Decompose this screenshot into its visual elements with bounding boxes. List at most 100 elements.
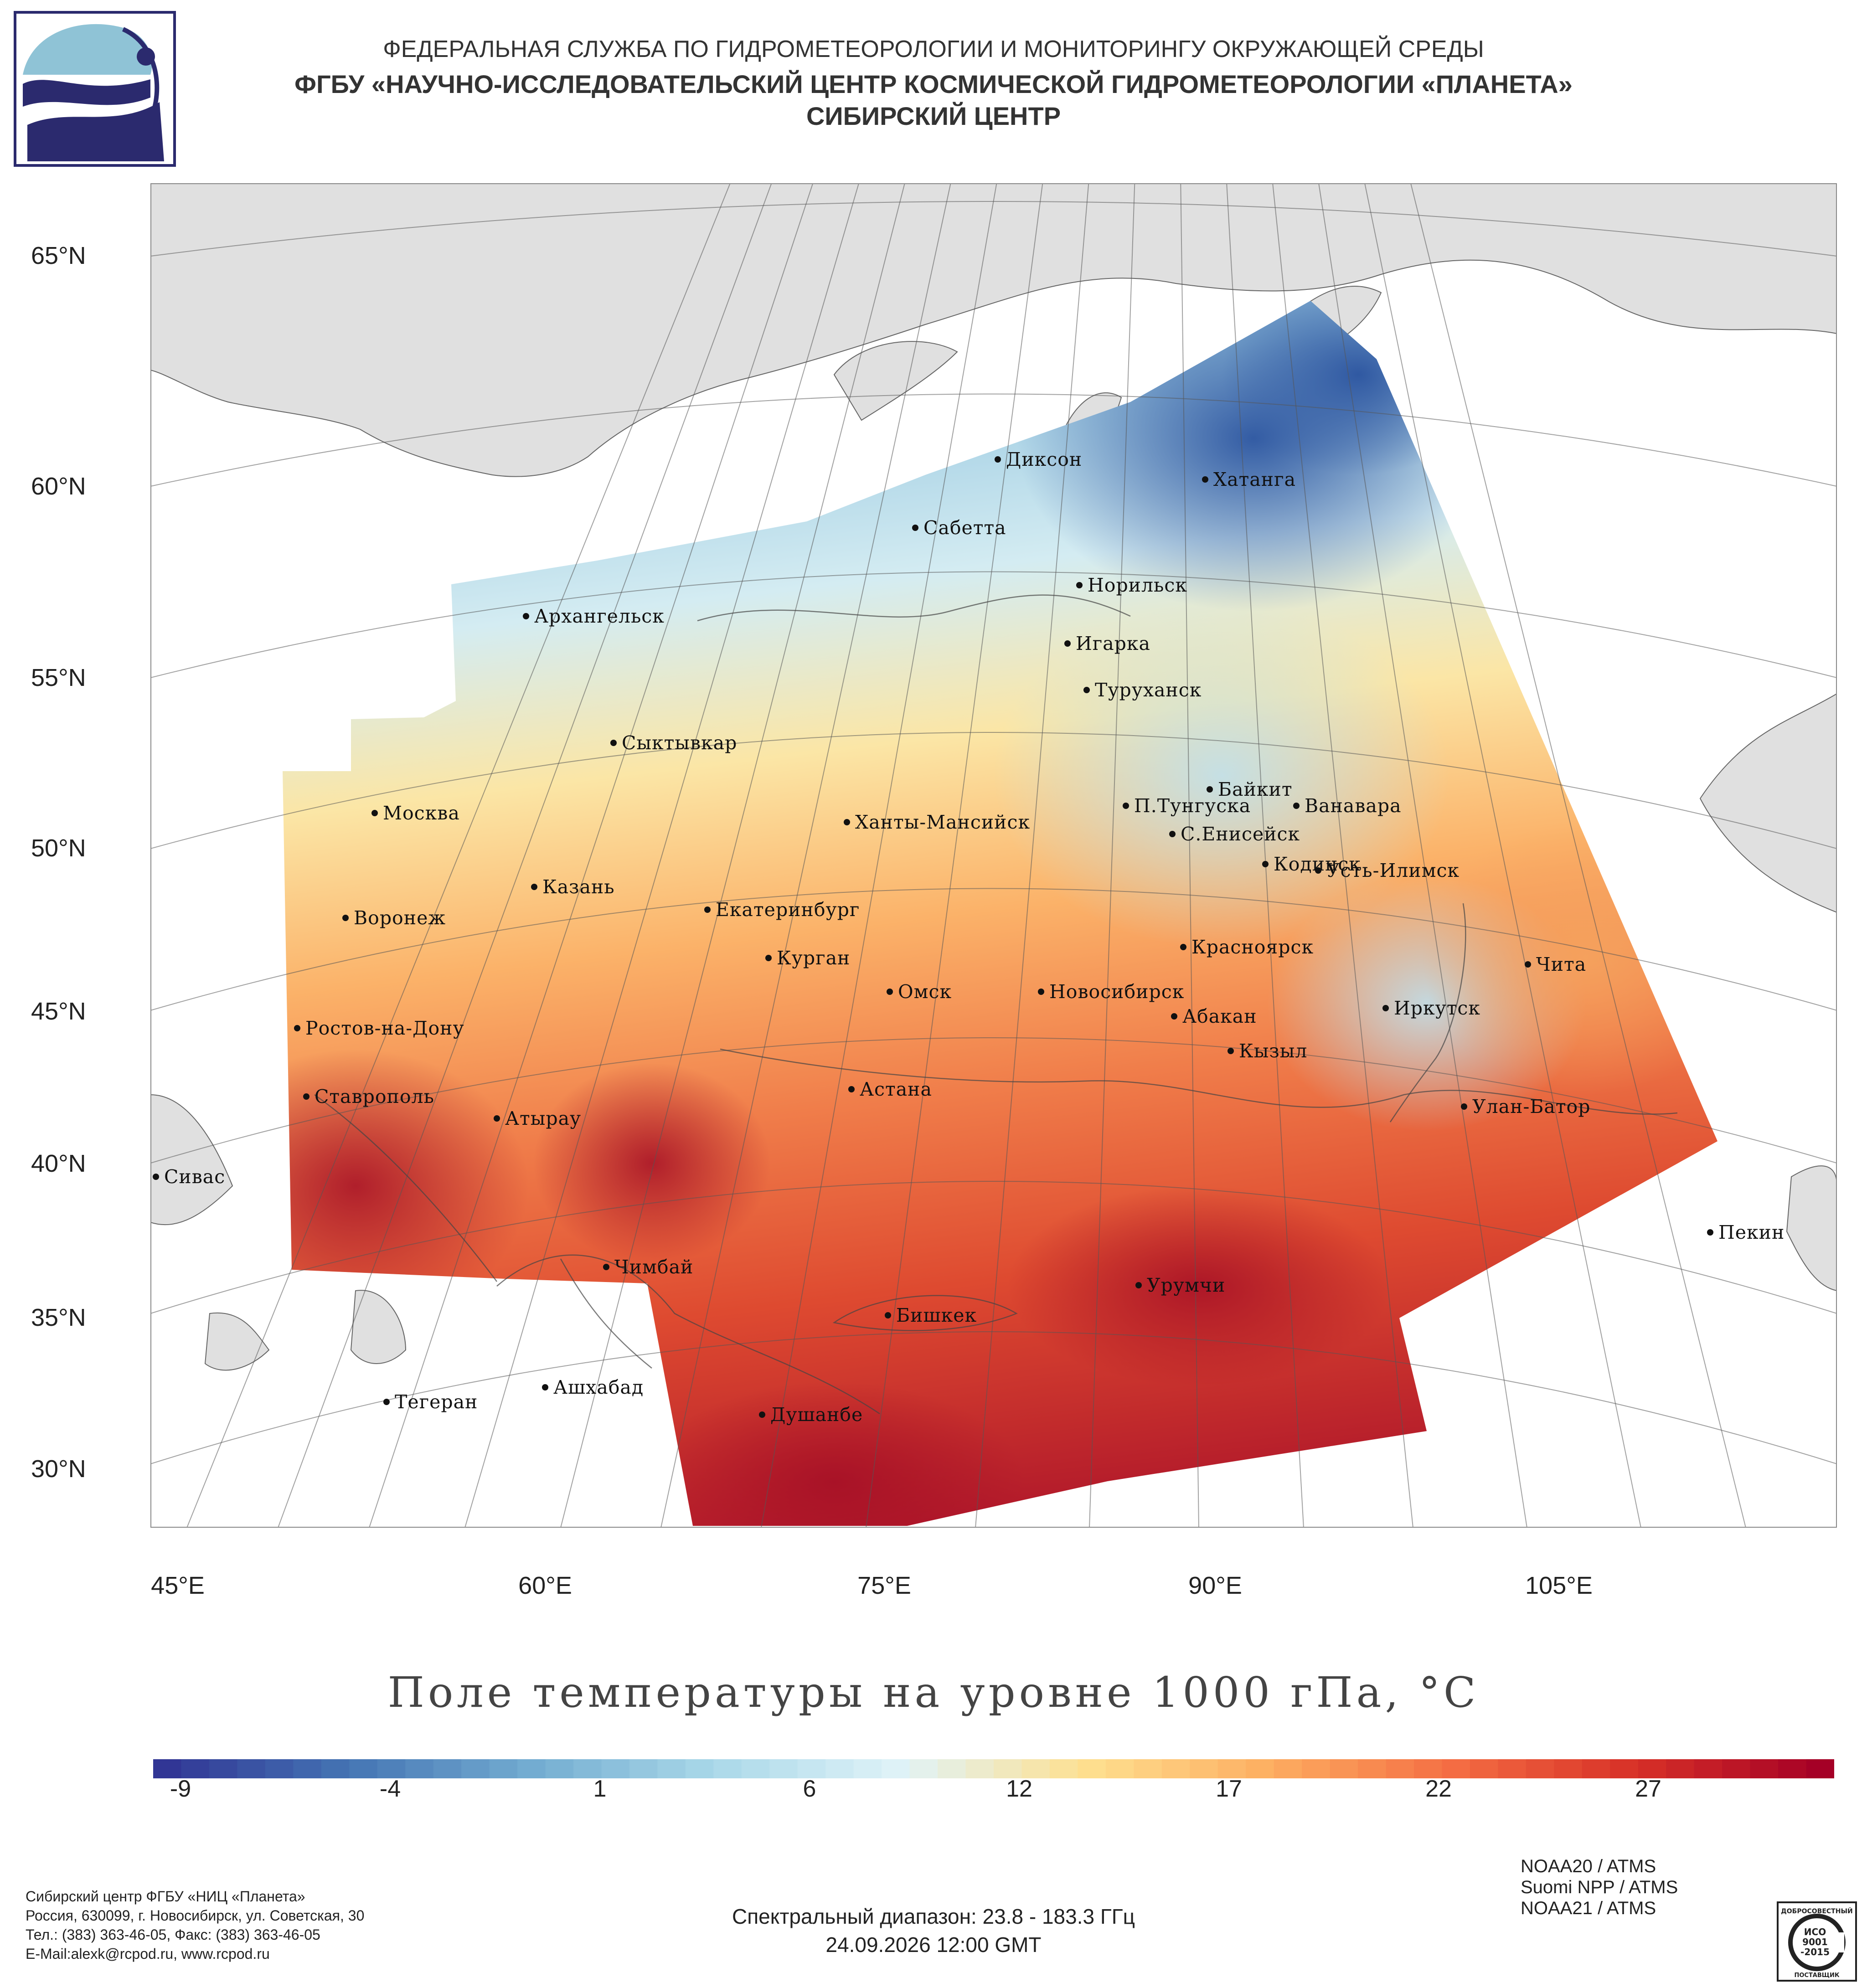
iso-badge-mid1: ИСО	[1804, 1926, 1826, 1937]
city-marker: Норильск	[1076, 574, 1187, 596]
city-dot	[1461, 1103, 1467, 1110]
colorbar-segment	[965, 1759, 994, 1778]
city-label: Сивас	[164, 1166, 225, 1188]
colorbar-tick-6: 6	[803, 1776, 816, 1802]
city-marker: Сыктывкар	[610, 732, 737, 754]
city-dot	[1076, 582, 1083, 588]
city-label: Душанбе	[770, 1404, 863, 1426]
city-label: Екатеринбург	[716, 899, 860, 921]
spectral-range: Спектральный диапазон: 23.8 - 183.3 ГГц	[732, 1905, 1135, 1928]
borders	[314, 594, 1678, 1415]
colorbar-segment	[573, 1759, 602, 1778]
city-label: Норильск	[1088, 574, 1187, 596]
city-dot	[1038, 989, 1044, 995]
colorbar-segment	[994, 1759, 1022, 1778]
org-contacts: Сибирский центр ФГБУ «НИЦ «Планета» Росс…	[26, 1887, 364, 1963]
iso-badge-mid2: 9001	[1802, 1936, 1828, 1947]
city-marker: Новосибирск	[1038, 981, 1184, 1003]
colorbar-segment	[1750, 1759, 1779, 1778]
city-label: Ставрополь	[315, 1086, 434, 1107]
satellite-item: NOAA21 / ATMS	[1521, 1898, 1656, 1918]
org-email: E-Mail:alexk@rcpod.ru, www.rcpod.ru	[26, 1946, 270, 1962]
lon-label-105: 105°E	[1525, 1572, 1593, 1599]
city-dot	[887, 989, 893, 995]
colorbar-segment	[1217, 1759, 1247, 1778]
colorbar-segment	[882, 1759, 910, 1778]
city-label: Игарка	[1076, 633, 1150, 654]
city-marker: Ханты-Мансийск	[844, 811, 1030, 833]
colorbar-tick-12: 12	[1006, 1776, 1032, 1802]
colorbar-segment	[853, 1759, 882, 1778]
city-label: Пекин	[1718, 1221, 1784, 1243]
colorbar-segment	[1778, 1759, 1807, 1778]
org-address: Россия, 630099, г. Новосибирск, ул. Сове…	[26, 1907, 365, 1924]
colorbar-segment	[489, 1759, 518, 1778]
city-dot	[1169, 831, 1176, 837]
city-marker: Ашхабад	[542, 1376, 643, 1398]
city-marker: Ростов-на-Дону	[294, 1017, 464, 1039]
city-marker: Туруханск	[1083, 679, 1201, 701]
colorbar-segment	[1694, 1759, 1723, 1778]
colorbar-segment	[1806, 1759, 1835, 1778]
city-marker: Абакан	[1171, 1005, 1257, 1027]
iso-badge: ДОБРОСОВЕСТНЫЙ ИСО 9001 -2015 ПОСТАВЩИК	[1776, 1900, 1858, 1983]
city-marker: Улан-Батор	[1461, 1096, 1590, 1118]
city-label: Атырау	[505, 1107, 581, 1129]
colorbar-segment	[1470, 1759, 1499, 1778]
city-dot	[294, 1025, 300, 1031]
colorbar-tick-22: 22	[1425, 1776, 1452, 1802]
observation-datetime: 24.09.2026 12:00 GMT	[825, 1933, 1042, 1957]
lat-label-65: 65°N	[31, 242, 86, 269]
colorbar-segment	[265, 1759, 294, 1778]
city-marker: Сивас	[153, 1166, 225, 1188]
colorbar-segment	[797, 1759, 826, 1778]
city-dot	[1262, 861, 1269, 867]
colorbar-segment	[1358, 1759, 1387, 1778]
org-phone: Тел.: (383) 363-46-05, Факс: (383) 363-4…	[26, 1926, 320, 1943]
city-label: Диксон	[1006, 448, 1082, 470]
lat-label-35: 35°N	[31, 1304, 86, 1331]
city-marker: Красноярск	[1180, 936, 1313, 958]
city-dot	[1180, 944, 1186, 950]
city-dot	[494, 1115, 500, 1122]
lon-label-45: 45°E	[151, 1572, 205, 1599]
city-marker: П.Тунгуска	[1123, 795, 1251, 817]
city-marker: Омск	[887, 981, 951, 1003]
city-label: П.Тунгуска	[1134, 795, 1251, 817]
satellite-list: NOAA20 / ATMS Suomi NPP / ATMS NOAA21 / …	[1521, 1856, 1678, 1919]
city-dot	[153, 1174, 159, 1180]
colorbar-segment	[938, 1759, 966, 1778]
colorbar	[153, 1759, 1835, 1778]
lat-label-40: 40°N	[31, 1150, 86, 1177]
city-label: Абакан	[1182, 1005, 1257, 1027]
colorbar-segment	[1386, 1759, 1414, 1778]
city-label: Улан-Батор	[1472, 1096, 1590, 1118]
colorbar-segment	[629, 1759, 658, 1778]
city-dot	[1707, 1229, 1713, 1236]
city-label: Урумчи	[1147, 1274, 1225, 1296]
city-marker: Казань	[531, 876, 614, 898]
city-dot	[383, 1399, 390, 1405]
colorbar-segment	[517, 1759, 546, 1778]
product-info: Спектральный диапазон: 23.8 - 183.3 ГГц …	[0, 1902, 1867, 1959]
city-marker: Тегеран	[383, 1391, 477, 1413]
colorbar-segment	[741, 1759, 770, 1778]
colorbar-tick-1: 1	[593, 1776, 607, 1802]
city-label: Сыктывкар	[622, 732, 737, 754]
city-marker: Душанбе	[759, 1404, 863, 1426]
colorbar-segment	[293, 1759, 322, 1778]
colorbar-segment	[405, 1759, 434, 1778]
lon-label-90: 90°E	[1188, 1572, 1242, 1599]
landmass	[150, 183, 1837, 1371]
iso-badge-bottom: ПОСТАВЩИК	[1794, 1972, 1839, 1979]
city-marker: Диксон	[995, 448, 1082, 470]
city-markers: Диксон Хатанга Сабетта Норильск Архангельск И…	[153, 448, 1784, 1426]
city-marker: Ставрополь	[303, 1086, 434, 1107]
colorbar-segment	[713, 1759, 742, 1778]
city-marker: Усть-Илимск	[1315, 860, 1459, 881]
colorbar-segment	[1246, 1759, 1274, 1778]
lat-label-60: 60°N	[31, 473, 86, 500]
city-label: Новосибирск	[1049, 981, 1184, 1003]
lat-label-45: 45°N	[31, 998, 86, 1025]
colorbar-segment	[1274, 1759, 1303, 1778]
